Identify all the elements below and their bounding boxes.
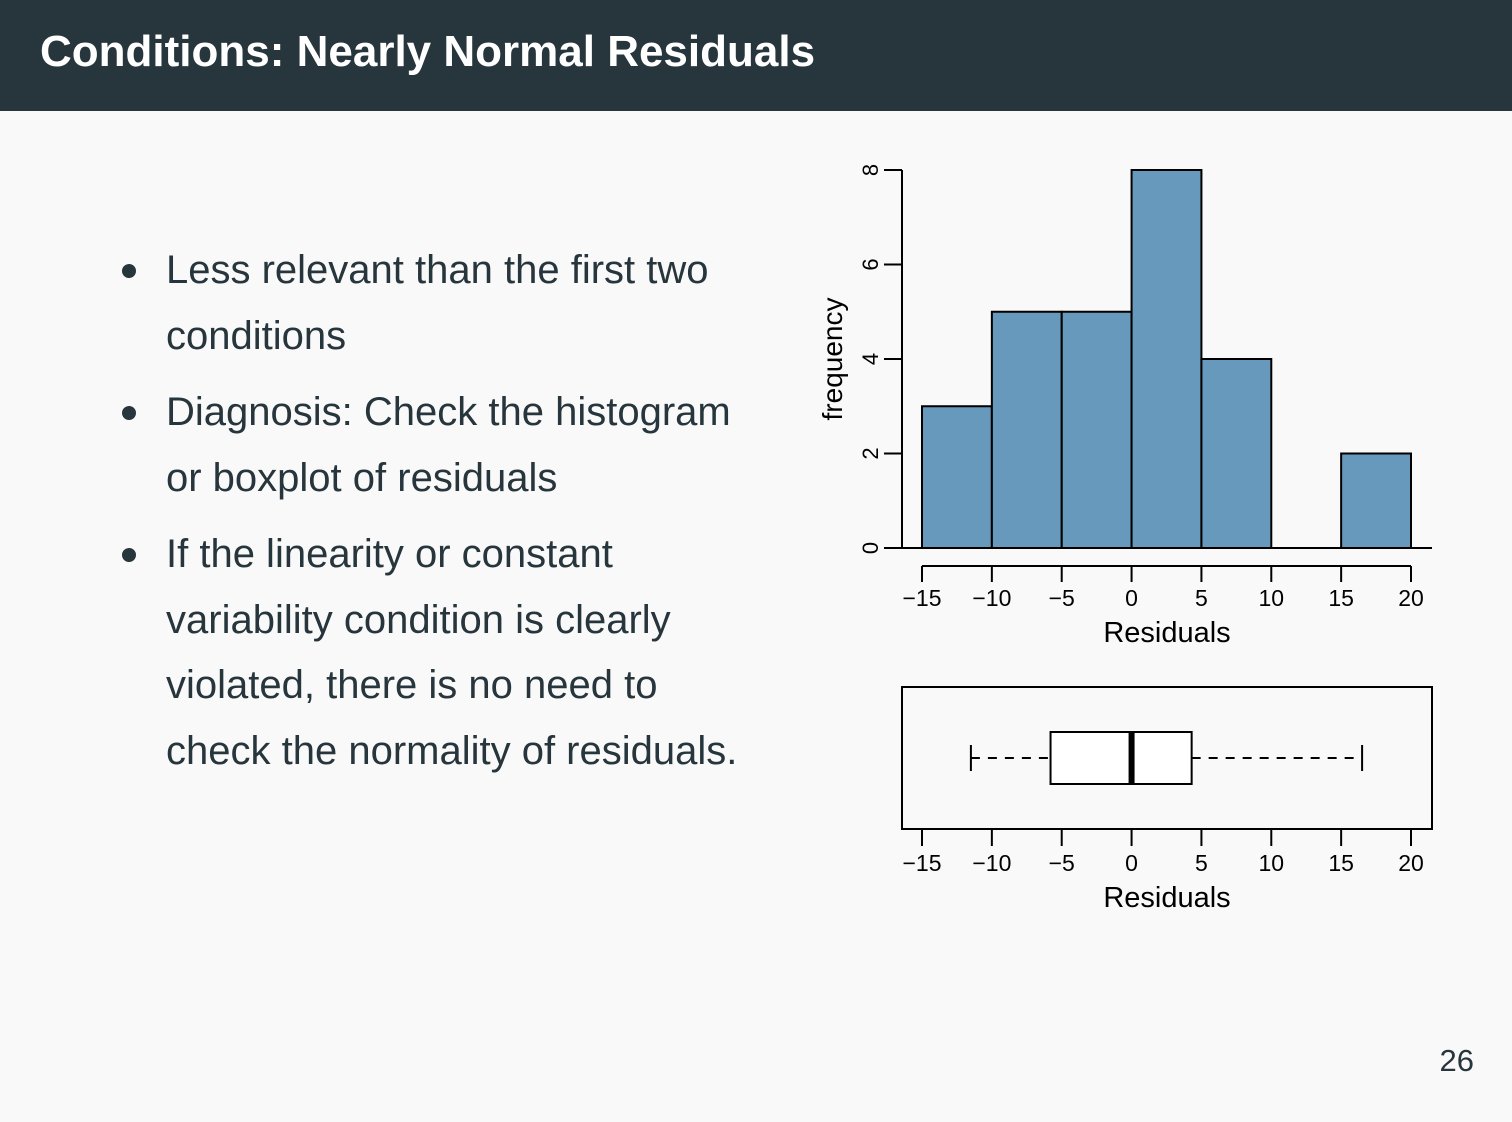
histogram-x-tick-label: 0 xyxy=(1125,585,1138,611)
boxplot-x-axis-label: Residuals xyxy=(1103,882,1230,914)
page-number: 26 xyxy=(1439,1043,1474,1078)
histogram-x-tick-label: 10 xyxy=(1258,585,1284,611)
histogram-y-tick-label: 2 xyxy=(858,447,883,459)
boxplot-x-tick-label: −10 xyxy=(972,850,1011,876)
histogram-y-tick-label: 6 xyxy=(858,258,883,270)
histogram-x-tick-label: −15 xyxy=(902,585,941,611)
bullet-item: Less relevant than the first two conditi… xyxy=(120,238,740,369)
histogram-x-tick-label: 5 xyxy=(1195,585,1208,611)
bullet-list: Less relevant than the first two conditi… xyxy=(120,238,740,795)
histogram-x-tick-label: 20 xyxy=(1398,585,1424,611)
histogram-bar xyxy=(1130,169,1203,549)
histogram-x-tick-label: −5 xyxy=(1049,585,1075,611)
histogram-bar xyxy=(990,310,1063,549)
slide-header: Conditions: Nearly Normal Residuals xyxy=(0,0,1512,111)
histogram-y-tick-label: 8 xyxy=(858,164,883,176)
boxplot-x-tick-label: 15 xyxy=(1328,850,1354,876)
bullet-item: Diagnosis: Check the histogram or boxplo… xyxy=(120,380,740,511)
histogram-bar xyxy=(1200,358,1273,549)
boxplot-x-tick-label: −15 xyxy=(902,850,941,876)
histogram-bar xyxy=(1060,310,1133,549)
histogram-x-axis-label: Residuals xyxy=(1103,617,1230,649)
bullet-text: If the linearity or constant variability… xyxy=(166,532,738,773)
histogram-y-tick-label: 0 xyxy=(858,542,883,554)
bullet-dot-icon xyxy=(122,406,136,420)
histogram-x-tick-label: 15 xyxy=(1328,585,1354,611)
slide-title: Conditions: Nearly Normal Residuals xyxy=(40,27,816,76)
histogram-y-axis-label: frequency xyxy=(817,298,848,421)
bullet-dot-icon xyxy=(122,264,136,278)
boxplot-x-tick-label: −5 xyxy=(1049,850,1075,876)
histogram-x-tick-label: −10 xyxy=(972,585,1011,611)
bullet-text: Diagnosis: Check the histogram or boxplo… xyxy=(166,390,731,500)
bullet-dot-icon xyxy=(122,548,136,562)
boxplot-box xyxy=(1049,731,1193,785)
histogram-bar xyxy=(1340,452,1412,549)
boxplot-x-tick-label: 10 xyxy=(1258,850,1284,876)
boxplot-x-tick-label: 0 xyxy=(1125,850,1138,876)
histogram-y-tick-label: 4 xyxy=(858,353,883,365)
boxplot-x-tick-label: 5 xyxy=(1195,850,1208,876)
boxplot-x-tick-label: 20 xyxy=(1398,850,1424,876)
bullet-item: If the linearity or constant variability… xyxy=(120,522,740,784)
histogram-bar xyxy=(921,405,993,549)
bullet-text: Less relevant than the first two conditi… xyxy=(166,248,709,358)
